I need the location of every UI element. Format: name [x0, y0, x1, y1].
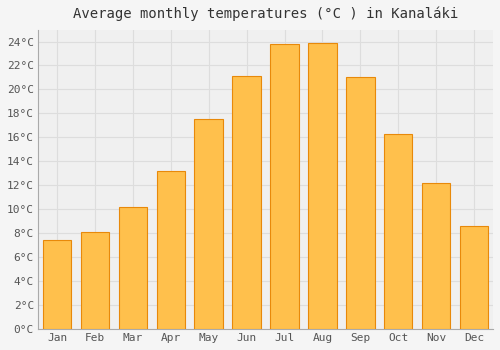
Bar [43, 240, 72, 329]
Title: Average monthly temperatures (°C ) in Kanaláki: Average monthly temperatures (°C ) in Ka… [73, 7, 458, 21]
Bar [194, 119, 223, 329]
Bar [156, 171, 185, 329]
Bar [232, 76, 261, 329]
Bar [118, 207, 147, 329]
Bar [270, 44, 299, 329]
Bar [308, 43, 336, 329]
Bar [81, 232, 109, 329]
Bar [346, 77, 374, 329]
Bar [384, 134, 412, 329]
Bar [422, 183, 450, 329]
Bar [460, 226, 488, 329]
